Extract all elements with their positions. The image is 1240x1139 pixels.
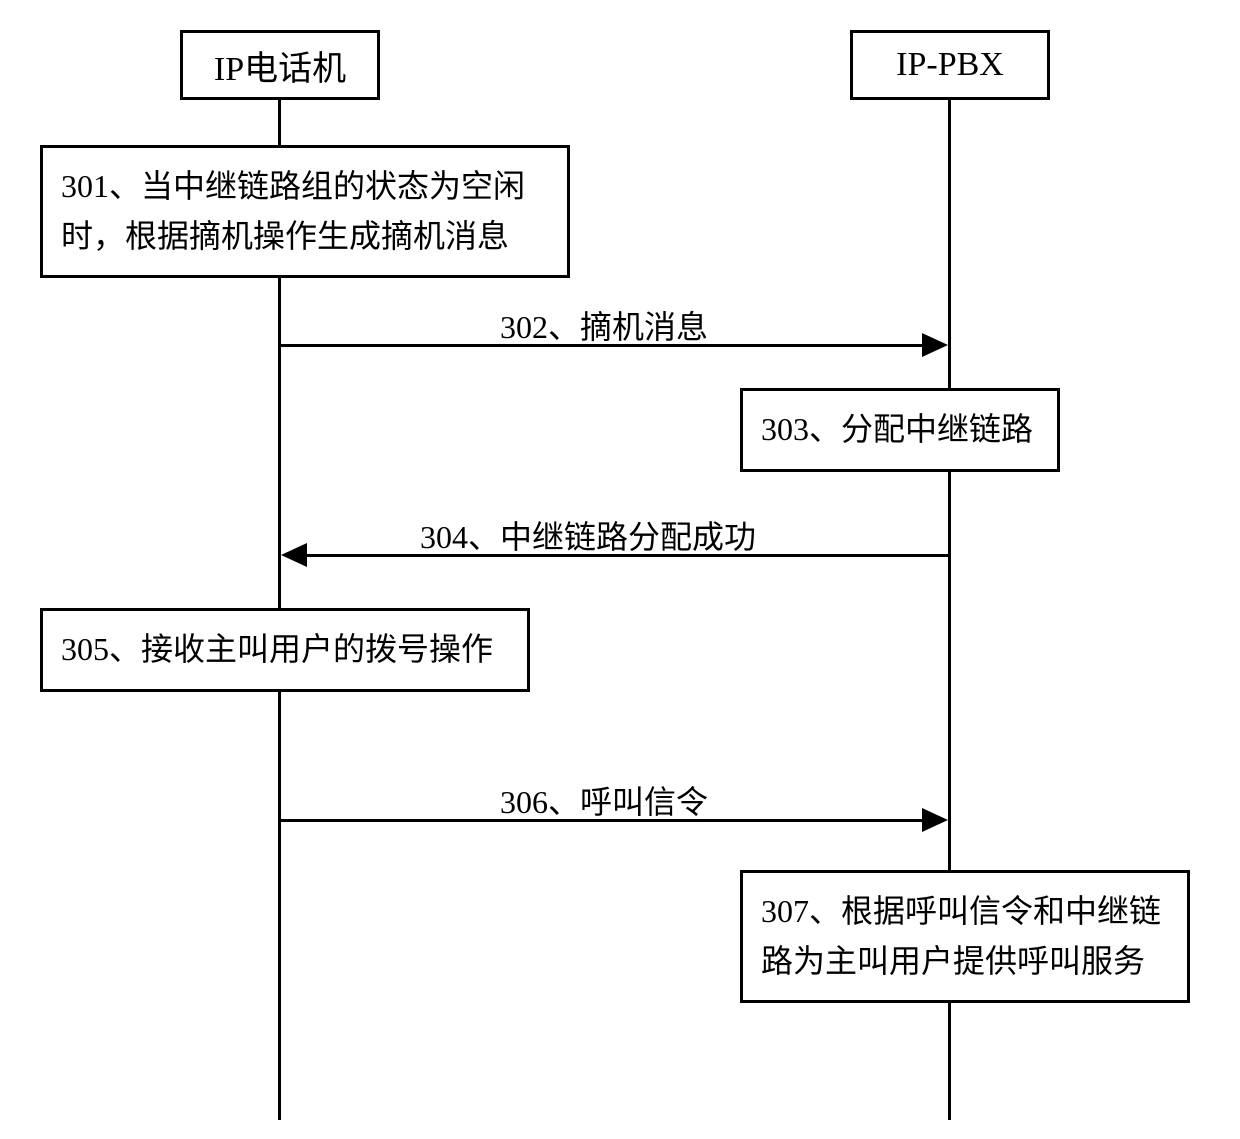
step-text: 301、当中继链路组的状态为空闲 时，根据摘机操作生成摘机消息 xyxy=(61,162,525,261)
participant-ip-phone: IP电话机 xyxy=(180,30,380,100)
arrow-302-head xyxy=(922,333,948,357)
participant-ip-pbx: IP-PBX xyxy=(850,30,1050,100)
arrow-306-label: 306、呼叫信令 xyxy=(500,777,708,823)
sequence-diagram: IP电话机 IP-PBX 301、当中继链路组的状态为空闲 时，根据摘机操作生成… xyxy=(0,0,1240,1139)
step-305: 305、接收主叫用户的拨号操作 xyxy=(40,608,530,692)
arrow-302-label: 302、摘机消息 xyxy=(500,302,708,348)
step-301: 301、当中继链路组的状态为空闲 时，根据摘机操作生成摘机消息 xyxy=(40,145,570,278)
participant-label: IP电话机 xyxy=(214,41,346,90)
arrow-304-line xyxy=(304,554,949,557)
step-303: 303、分配中继链路 xyxy=(740,388,1060,472)
step-text: 303、分配中继链路 xyxy=(761,405,1033,455)
arrow-302-line xyxy=(281,344,926,347)
arrow-306-head xyxy=(922,808,948,832)
participant-label: IP-PBX xyxy=(896,46,1004,84)
step-text: 307、根据呼叫信令和中继链 路为主叫用户提供呼叫服务 xyxy=(761,887,1161,986)
step-text: 305、接收主叫用户的拨号操作 xyxy=(61,625,493,675)
step-307: 307、根据呼叫信令和中继链 路为主叫用户提供呼叫服务 xyxy=(740,870,1190,1003)
arrow-304-head xyxy=(281,543,307,567)
arrow-306-line xyxy=(281,819,926,822)
arrow-304-label: 304、中继链路分配成功 xyxy=(420,512,756,558)
